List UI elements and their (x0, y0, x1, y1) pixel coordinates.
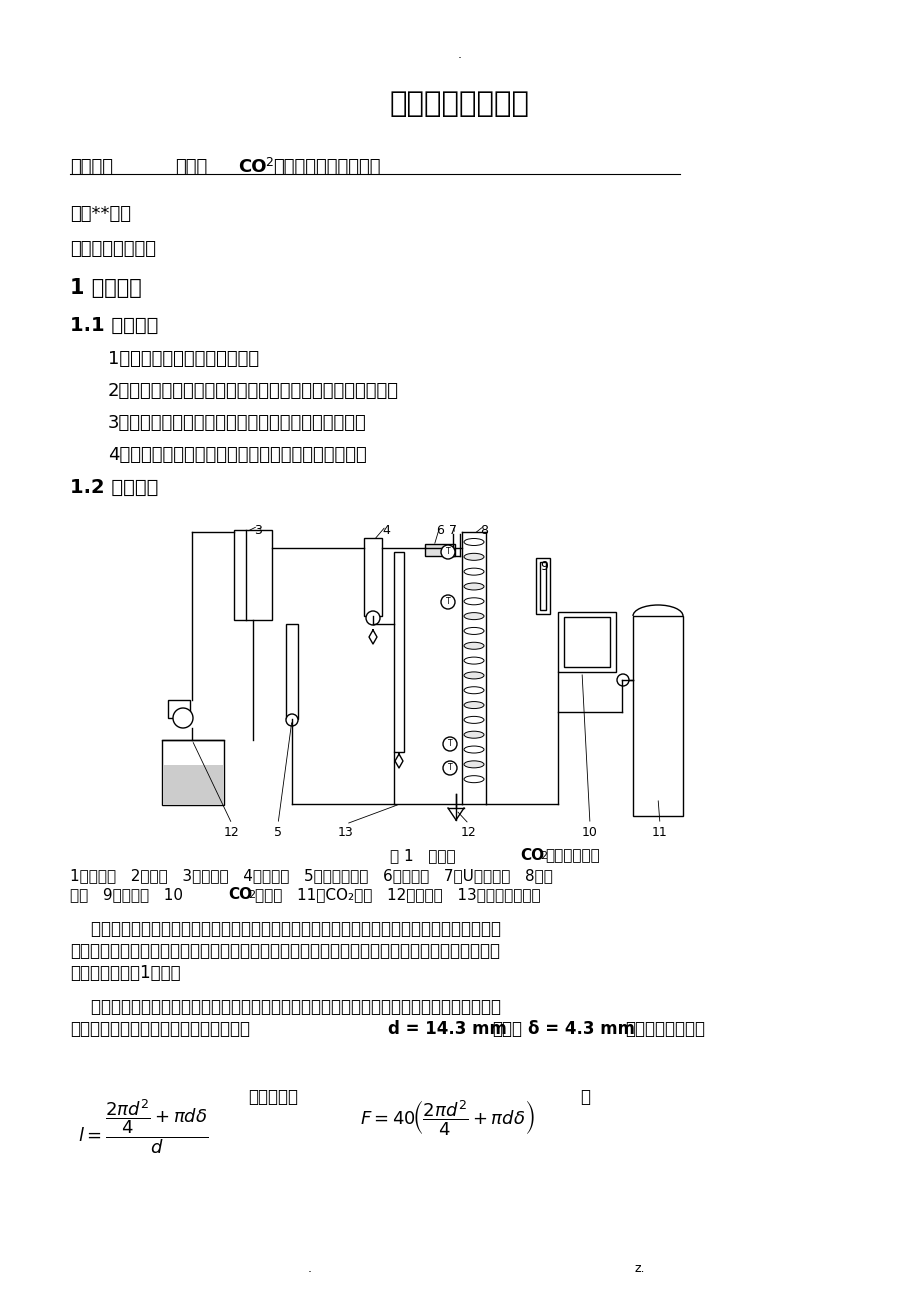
Text: 5: 5 (274, 825, 282, 838)
Text: 2: 2 (265, 156, 273, 169)
Ellipse shape (463, 642, 483, 650)
Text: d = 14.3 mm: d = 14.3 mm (388, 1019, 506, 1038)
Text: 班级**成绩: 班级**成绩 (70, 204, 130, 223)
Ellipse shape (463, 760, 483, 768)
Bar (425, 544, 455, 556)
Circle shape (443, 737, 457, 751)
Ellipse shape (463, 583, 483, 590)
Ellipse shape (463, 686, 483, 694)
Bar (632, 616, 682, 816)
Text: 1、了解传质系数的测定方法；: 1、了解传质系数的测定方法； (108, 350, 259, 368)
Text: 交义的圆盘而成。每一圆盘的尺寸为直径: 交义的圆盘而成。每一圆盘的尺寸为直径 (70, 1019, 250, 1038)
Text: .: . (458, 48, 461, 61)
Text: 圆盘塔: 圆盘塔 (175, 158, 207, 176)
Ellipse shape (463, 658, 483, 664)
Text: 盘塔   9、加热器   10: 盘塔 9、加热器 10 (70, 887, 183, 902)
Ellipse shape (463, 672, 483, 678)
Bar (364, 538, 381, 616)
Text: 圆盘塔是一种小型实验室吸收装置，液体从一个圆盘流至另一个圆盘，类似于填充塔中液体从: 圆盘塔是一种小型实验室吸收装置，液体从一个圆盘流至另一个圆盘，类似于填充塔中液体… (70, 921, 501, 937)
Text: 图 1   圆盘塔: 图 1 圆盘塔 (390, 848, 455, 863)
Text: 6: 6 (436, 523, 444, 536)
Text: 。: 。 (579, 1088, 589, 1105)
Text: 9: 9 (539, 560, 548, 573)
Bar (162, 740, 223, 805)
Ellipse shape (463, 539, 483, 546)
Text: 饱和器   11、CO₂钢瓶   12、三通阀   13、琵琶型液封器: 饱和器 11、CO₂钢瓶 12、三通阀 13、琵琶型液封器 (255, 887, 540, 902)
Text: 化工基础实验报告: 化工基础实验报告 (390, 90, 529, 118)
Text: CO: CO (228, 887, 252, 902)
Text: ，吸收面积: ，吸收面积 (248, 1088, 298, 1105)
Text: 12: 12 (224, 825, 240, 838)
Bar (558, 612, 616, 672)
Ellipse shape (463, 716, 483, 724)
Text: 4、关联圆盘塔液膜传质系数与液流速率之间的关系。: 4、关联圆盘塔液膜传质系数与液流速率之间的关系。 (108, 447, 367, 464)
Ellipse shape (463, 568, 483, 575)
Circle shape (173, 708, 193, 728)
Bar (536, 559, 550, 615)
Text: 10: 10 (582, 825, 597, 838)
Text: T: T (445, 598, 449, 607)
Text: $l = \dfrac{\dfrac{2\pi d^{2}}{4} + \pi d\delta}{d}$: $l = \dfrac{\dfrac{2\pi d^{2}}{4} + \pi … (78, 1098, 208, 1156)
Ellipse shape (463, 628, 483, 634)
Circle shape (617, 674, 629, 686)
Text: 3: 3 (254, 523, 262, 536)
Ellipse shape (463, 776, 483, 783)
Text: 吸收实验流程: 吸收实验流程 (544, 848, 599, 863)
Text: 1.1 实验目的: 1.1 实验目的 (70, 316, 158, 335)
Text: 2: 2 (248, 891, 255, 900)
Bar (393, 552, 403, 753)
Text: 7: 7 (448, 523, 457, 536)
Circle shape (440, 546, 455, 559)
Text: z.: z. (634, 1262, 644, 1275)
Ellipse shape (463, 613, 483, 620)
Text: ，厚度: ，厚度 (492, 1019, 521, 1038)
Text: .: . (308, 1262, 312, 1275)
Circle shape (440, 595, 455, 609)
Text: 个流程装置如图1所示。: 个流程装置如图1所示。 (70, 963, 180, 982)
Text: 装置中的有关尺寸：圆盘塔中的圆盘为素瓷材质，圆盘塔内系一根不锈钢丝串连四十个相互垂: 装置中的有关尺寸：圆盘塔中的圆盘为素瓷材质，圆盘塔内系一根不锈钢丝串连四十个相互… (70, 999, 501, 1016)
Text: T: T (445, 548, 449, 556)
Bar (286, 624, 298, 719)
Text: ，平均液流周边数: ，平均液流周边数 (624, 1019, 704, 1038)
Text: 2: 2 (539, 852, 547, 861)
Circle shape (366, 611, 380, 625)
Text: 4: 4 (381, 523, 390, 536)
Text: 1 实验预习: 1 实验预习 (70, 279, 142, 298)
Text: 1.2 实验原理: 1.2 实验原理 (70, 478, 158, 497)
Text: CO: CO (238, 158, 267, 176)
Text: 12: 12 (460, 825, 476, 838)
Ellipse shape (463, 702, 483, 708)
Text: T: T (448, 763, 452, 772)
Text: 11: 11 (652, 825, 667, 838)
Text: 实验名称: 实验名称 (70, 158, 113, 176)
Text: 一个填料流至下一个填料，流体在下降吸收过程中交替地进行了一系列混合和不稳定传质过程，整: 一个填料流至下一个填料，流体在下降吸收过程中交替地进行了一系列混合和不稳定传质过… (70, 943, 499, 960)
Bar (563, 617, 609, 667)
Text: T: T (448, 740, 452, 749)
Bar (539, 562, 545, 611)
Text: 1、贮液罐   2、水泵   3、高位槽   4、流量计   5、皂膜流量计   6、加热器   7、U型测压管   8、圆: 1、贮液罐 2、水泵 3、高位槽 4、流量计 5、皂膜流量计 6、加热器 7、U… (70, 868, 552, 883)
Ellipse shape (463, 732, 483, 738)
Text: 吸收液膜传质系数测定: 吸收液膜传质系数测定 (273, 158, 380, 176)
Text: δ = 4.3 mm: δ = 4.3 mm (528, 1019, 634, 1038)
Ellipse shape (463, 598, 483, 605)
Bar (168, 700, 190, 717)
Bar (163, 766, 222, 805)
Text: 8: 8 (480, 523, 487, 536)
Circle shape (443, 760, 457, 775)
Text: $F = 40\!\left(\dfrac{2\pi d^{2}}{4} + \pi d\delta\right)$: $F = 40\!\left(\dfrac{2\pi d^{2}}{4} + \… (359, 1098, 534, 1137)
Circle shape (286, 713, 298, 727)
Text: 3、掌握气液吸收过程液膜传质系数的实验测定方法；: 3、掌握气液吸收过程液膜传质系数的实验测定方法； (108, 414, 367, 432)
Ellipse shape (463, 553, 483, 560)
Text: 实验时间同组成员: 实验时间同组成员 (70, 240, 156, 258)
Ellipse shape (463, 746, 483, 753)
Text: 2、测定氧解吸塔内空塔气速与液体流量对传质系数的影响；: 2、测定氧解吸塔内空塔气速与液体流量对传质系数的影响； (108, 381, 399, 400)
Text: 13: 13 (338, 825, 354, 838)
Text: CO: CO (519, 848, 543, 863)
Bar (233, 530, 272, 620)
